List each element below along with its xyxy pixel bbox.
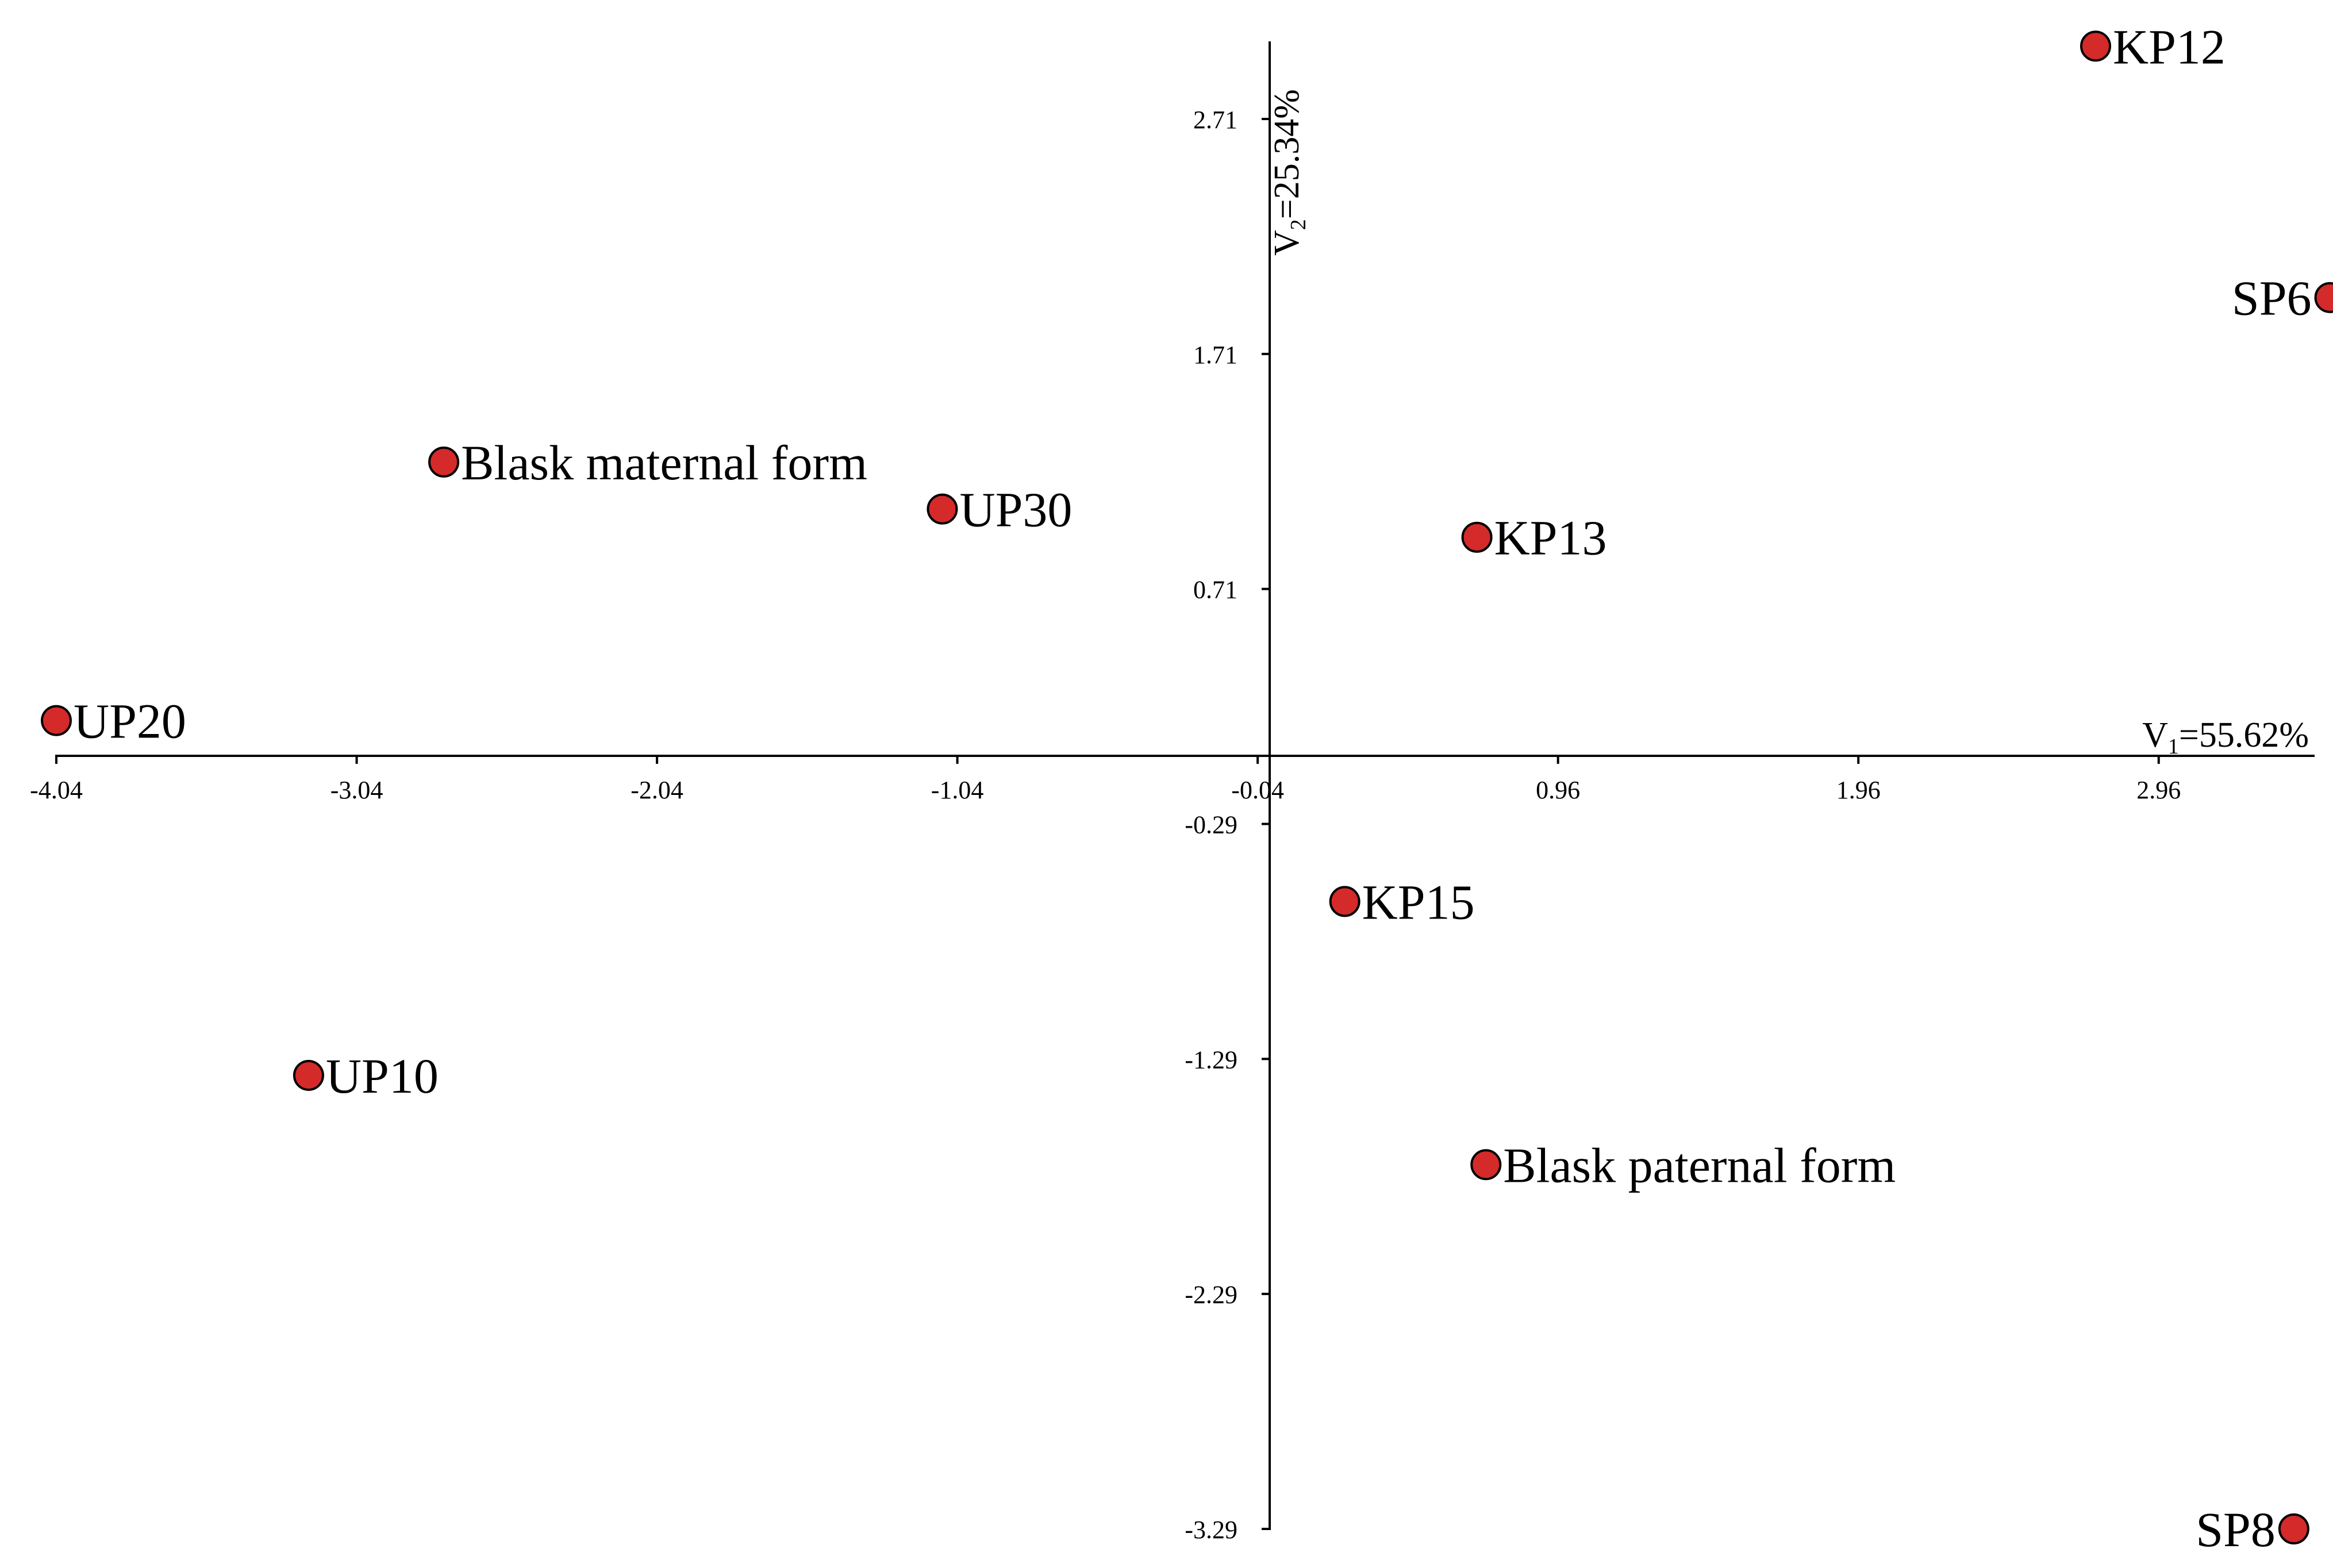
data-point-group: SP8 — [2196, 1502, 2309, 1557]
y-tick-label: -0.29 — [1185, 811, 1237, 839]
y-axis-title-sub: 2 — [1286, 219, 1310, 230]
data-point-label: SP8 — [2196, 1502, 2276, 1557]
x-axis-title-tail: =55.62% — [2179, 716, 2309, 755]
data-point-group: UP20 — [41, 694, 186, 749]
x-axis-title-main: V — [2142, 716, 2168, 755]
data-point-group: Blask maternal form — [428, 435, 867, 490]
x-tick-label: 0.96 — [1536, 776, 1580, 804]
data-points: KP12 SP6 Blask maternal form UP30 KP13 UP20 KP… — [41, 19, 2333, 1557]
data-point-label: KP13 — [1494, 510, 1607, 566]
data-point-group: UP30 — [927, 482, 1072, 537]
x-tick-label: 2.96 — [2136, 776, 2181, 804]
x-tick-label: -1.04 — [931, 776, 984, 804]
x-tick-label: -3.04 — [330, 776, 383, 804]
data-point — [927, 493, 958, 525]
data-point — [1329, 886, 1360, 917]
data-point-label: UP30 — [959, 482, 1072, 537]
data-point-label: UP20 — [74, 694, 186, 749]
y-tick-label: 2.71 — [1193, 106, 1237, 134]
x-tick-label: 1.96 — [1836, 776, 1881, 804]
x-tick-label: -0.04 — [1231, 776, 1284, 804]
y-tick-label: -1.29 — [1185, 1046, 1237, 1074]
y-axis-title-main: V — [1267, 230, 1306, 256]
data-point-label: SP6 — [2232, 271, 2312, 326]
y-tick-label: -3.29 — [1185, 1516, 1237, 1544]
y-tick-label: -2.29 — [1185, 1281, 1237, 1309]
y-axis-title: V2=25.34% — [1267, 89, 1310, 256]
data-point-label: Blask paternal form — [1503, 1137, 1896, 1193]
data-point-group: SP6 — [2232, 271, 2333, 326]
data-point-group: UP10 — [293, 1048, 439, 1104]
x-axis-title-sub: 1 — [2168, 735, 2179, 759]
data-point-group: Blask paternal form — [1470, 1137, 1896, 1193]
data-point — [428, 446, 460, 478]
x-axis-title: V1=55.62% — [2142, 716, 2309, 759]
data-point-group: KP13 — [1461, 510, 1607, 566]
data-point — [1470, 1149, 1502, 1181]
x-tick-label: -2.04 — [631, 776, 683, 804]
y-axis-title-tail: =25.34% — [1267, 89, 1306, 219]
y-tick-label: 1.71 — [1193, 341, 1237, 369]
data-point — [1461, 521, 1493, 553]
data-point — [2278, 1513, 2309, 1544]
data-point-label: KP15 — [1362, 874, 1475, 929]
y-tick-label: 0.71 — [1193, 576, 1237, 604]
data-point — [41, 705, 72, 736]
data-point — [2314, 282, 2333, 313]
data-point-group: KP12 — [2080, 19, 2226, 74]
data-point — [2080, 30, 2112, 62]
data-point-label: KP12 — [2113, 19, 2226, 74]
x-ticks: -4.04 -3.04 -2.04 -1.04 -0.04 0.96 1.96 2.96 — [30, 755, 2181, 804]
data-point-label: UP10 — [326, 1048, 439, 1104]
data-point — [293, 1059, 324, 1091]
data-point-label: Blask maternal form — [461, 435, 867, 490]
axes — [55, 41, 2315, 1530]
data-point-group: KP15 — [1329, 874, 1475, 929]
x-tick-label: -4.04 — [30, 776, 83, 804]
y-ticks: 2.71 1.71 0.71 -0.29 -1.29 -2.29 -3.29 — [1185, 106, 1270, 1544]
